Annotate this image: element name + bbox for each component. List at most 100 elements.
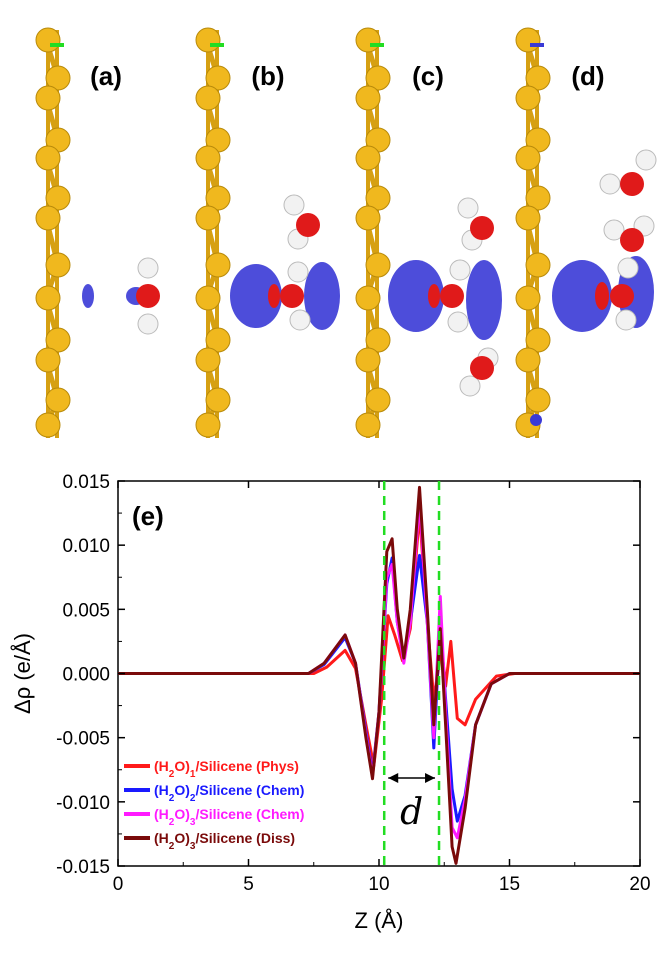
si-atom <box>35 85 61 111</box>
si-atom <box>365 387 391 413</box>
si-atom <box>525 65 551 91</box>
si-atom <box>355 412 381 438</box>
edge-marker <box>50 43 64 47</box>
si-atom <box>195 85 221 111</box>
si-atom <box>45 327 71 353</box>
legend: (H2O)1/Silicene (Phys)(H2O)2/Silicene (C… <box>124 758 304 852</box>
hydrogen-atom <box>137 257 159 279</box>
hydrogen-atom <box>289 309 311 331</box>
oxygen-atom <box>470 216 494 240</box>
hydrogen-atom <box>449 259 471 281</box>
x-tick-label: 10 <box>368 874 389 895</box>
charge-depletion-lobe <box>552 260 612 332</box>
si-atom <box>35 145 61 171</box>
charge-depletion-lobe <box>304 262 340 330</box>
si-atom <box>525 327 551 353</box>
si-atom <box>515 145 541 171</box>
si-atom <box>525 185 551 211</box>
structure-panel-b: (b) <box>195 27 340 438</box>
panel-label-c: (c) <box>412 61 444 91</box>
hydrogen-atom <box>447 311 469 333</box>
si-atom <box>515 27 541 53</box>
si-atom <box>355 347 381 373</box>
si-atom <box>195 285 221 311</box>
y-ticks: 0.015 0.010 0.005 0.000 -0.005 -0.010 -0.015 <box>56 472 640 878</box>
si-atom <box>355 145 381 171</box>
edge-marker <box>210 43 224 47</box>
si-atom <box>35 412 61 438</box>
y-tick-label: 0.015 <box>62 472 110 493</box>
si-atom <box>365 185 391 211</box>
si-atom <box>355 27 381 53</box>
charge-accumulation-lobe <box>268 284 280 308</box>
si-atom <box>35 27 61 53</box>
hydrogen-atom <box>283 194 305 216</box>
hydrogen-atom <box>615 309 637 331</box>
vline-layer <box>382 481 441 866</box>
si-atom <box>355 285 381 311</box>
hydrogen-atom <box>287 261 309 283</box>
y-tick-label: 0.010 <box>62 536 110 557</box>
si-atom <box>195 347 221 373</box>
oxygen-atom <box>136 284 160 308</box>
si-atom <box>205 327 231 353</box>
d-arrow-head-left <box>388 773 399 783</box>
y-tick-label: 0.005 <box>62 600 110 621</box>
si-atom <box>525 387 551 413</box>
charge-density-chart: 0 5 10 15 20 0.015 0.010 0.005 0.000 -0.005 -0.01… <box>10 472 651 933</box>
si-atom <box>45 252 71 278</box>
panel-label-d: (d) <box>571 61 604 91</box>
structure-panels: (a) (b) (c) (d) <box>35 27 657 438</box>
si-atom <box>205 185 231 211</box>
charge-depletion-lobe <box>82 284 94 308</box>
si-atom <box>195 27 221 53</box>
hydrogen-atom <box>459 375 481 397</box>
chart-panel-label: (e) <box>132 501 164 531</box>
oxygen-atom <box>610 284 634 308</box>
x-axis-label: Z (Å) <box>355 908 404 933</box>
structure-panel-a: (a) <box>35 27 160 438</box>
legend-entry: (H2O)3/Silicene (Diss) <box>154 830 295 852</box>
structure-panel-c: (c) <box>355 27 502 438</box>
hydrogen-atom <box>599 173 621 195</box>
si-atom <box>525 252 551 278</box>
oxygen-atom <box>280 284 304 308</box>
legend-entry: (H2O)3/Silicene (Chem) <box>154 806 304 828</box>
structure-panel-d: (d) <box>515 27 657 438</box>
edge-marker <box>370 43 384 47</box>
si-atom <box>195 145 221 171</box>
x-tick-label: 20 <box>629 874 650 895</box>
charge-depletion-lobe <box>466 260 502 340</box>
si-atom <box>365 252 391 278</box>
panel-label-b: (b) <box>251 61 284 91</box>
oxygen-atom <box>620 228 644 252</box>
si-atom <box>195 205 221 231</box>
panel-label-a: (a) <box>90 61 122 91</box>
charge-accumulation-lobe <box>428 284 440 308</box>
si-atom <box>365 65 391 91</box>
y-tick-label: -0.005 <box>56 729 110 750</box>
hydrogen-atom <box>635 149 657 171</box>
si-atom <box>205 65 231 91</box>
si-atom <box>205 387 231 413</box>
hydrogen-atom <box>617 257 639 279</box>
charge-depletion-lobe <box>388 260 444 332</box>
series-layer <box>118 485 640 865</box>
si-atom <box>365 327 391 353</box>
y-tick-label: -0.015 <box>56 857 110 878</box>
oxygen-atom <box>296 213 320 237</box>
edge-marker <box>530 43 544 47</box>
x-tick-label: 5 <box>243 874 254 895</box>
d-annotation: d <box>400 792 423 833</box>
charge-depletion-lobe <box>230 264 282 328</box>
si-atom <box>355 205 381 231</box>
si-atom <box>45 387 71 413</box>
si-atom <box>45 65 71 91</box>
si-atom <box>35 285 61 311</box>
si-atom <box>205 252 231 278</box>
oxygen-atom <box>470 356 494 380</box>
y-tick-label: -0.010 <box>56 793 110 814</box>
hydrogen-atom <box>457 197 479 219</box>
